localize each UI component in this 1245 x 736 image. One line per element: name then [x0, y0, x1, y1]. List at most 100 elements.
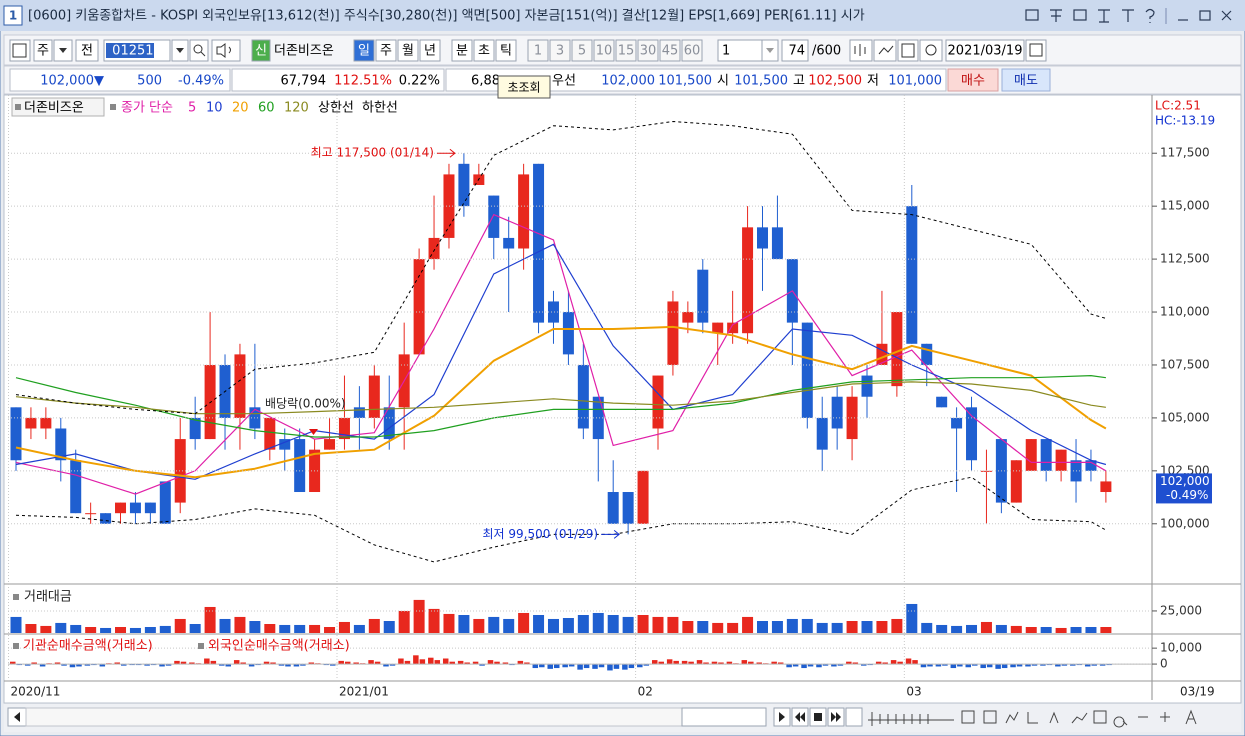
legend-entry: 60 [258, 101, 275, 116]
button-label: 년 [424, 44, 436, 59]
chart-type-button[interactable] [9, 39, 31, 62]
icon[interactable] [1005, 709, 1197, 728]
restore[interactable] [1199, 10, 1211, 21]
flow-bar [980, 664, 986, 669]
volume-bar [338, 621, 350, 633]
volume-bar [607, 615, 619, 633]
volume-bar [219, 618, 231, 633]
flow-bar [801, 664, 807, 669]
quote-value: 102,500 [808, 74, 862, 89]
button[interactable] [419, 39, 441, 62]
volume-bar [816, 622, 828, 633]
window-number: 1 [9, 9, 17, 23]
button[interactable] [659, 39, 681, 62]
icon[interactable] [961, 710, 975, 724]
flow-bar [293, 664, 300, 667]
speaker-button[interactable] [211, 39, 241, 62]
candle-body [458, 163, 470, 207]
button[interactable] [353, 39, 375, 62]
button[interactable] [251, 39, 271, 62]
y-tick-label: 10,000 [1160, 641, 1202, 655]
volume-bar [921, 622, 933, 633]
window-number-box [3, 5, 23, 26]
quote-value: 고 [793, 74, 805, 89]
flow-bar [756, 662, 762, 665]
button[interactable] [33, 39, 53, 62]
volume-bar [592, 612, 604, 633]
icon[interactable] [983, 710, 997, 724]
indicator-line [15, 120, 1107, 415]
flow-bar [673, 660, 679, 665]
legend-swatch [15, 104, 21, 110]
flow-bar [233, 660, 240, 665]
flow-bar [1084, 664, 1091, 667]
button[interactable] [397, 39, 419, 62]
y-tick-label: 100,000 [1160, 516, 1210, 530]
lc-label: LC:2.51 [1155, 99, 1201, 113]
candle-body [85, 513, 97, 515]
button[interactable] [375, 39, 397, 62]
candle-body [1010, 460, 1022, 503]
flow-bar [995, 664, 1001, 669]
bottom-icons [961, 709, 1197, 728]
flow-bar [681, 660, 688, 665]
flow-bar [419, 659, 426, 665]
button[interactable] [495, 39, 517, 62]
zoom-slider[interactable] [868, 712, 954, 726]
quote-value: 67,794 [281, 74, 327, 89]
button[interactable] [473, 39, 495, 62]
glyph [779, 712, 785, 722]
button[interactable] [549, 39, 571, 62]
flow-bar [972, 664, 978, 666]
arrow [176, 48, 184, 53]
calendar-button[interactable] [1025, 39, 1047, 62]
flow-bar [637, 664, 643, 668]
flow-bar [942, 664, 948, 666]
annotation-arrow [601, 529, 620, 539]
button[interactable] [451, 39, 473, 62]
button[interactable] [945, 39, 1025, 62]
sell-button[interactable] [1001, 68, 1051, 92]
scroll-thumb[interactable] [681, 707, 767, 727]
volume-bar [547, 618, 559, 633]
quote-value: 6,88 [471, 74, 500, 89]
save-button[interactable] [897, 39, 919, 62]
icon [925, 44, 937, 56]
scroll-track[interactable] [25, 707, 683, 727]
button[interactable] [781, 39, 809, 62]
volume-bar [413, 599, 425, 633]
button[interactable] [681, 39, 703, 62]
candle-body [966, 407, 978, 461]
search-button[interactable] [189, 39, 209, 62]
buy-button[interactable] [947, 68, 999, 92]
box [9, 68, 231, 92]
candle-body [951, 417, 963, 429]
arrow [14, 712, 20, 722]
settings-button[interactable] [919, 39, 943, 62]
button[interactable] [615, 39, 637, 62]
tool-button[interactable] [873, 39, 897, 62]
flow-bar [189, 662, 195, 665]
candle-body [876, 343, 888, 365]
quote-value: 시 [717, 74, 729, 89]
button[interactable] [637, 39, 659, 62]
icon [1073, 9, 1087, 21]
volume-bar [10, 616, 22, 633]
button[interactable] [593, 39, 615, 62]
button[interactable] [75, 39, 99, 62]
candle-body [383, 407, 395, 440]
nav-button[interactable] [845, 707, 863, 727]
button[interactable] [571, 39, 593, 62]
legend-swatch [13, 594, 19, 600]
button[interactable] [527, 39, 549, 62]
flow-bar [374, 661, 381, 665]
tool-button[interactable] [849, 39, 873, 62]
quote-value: -0.49% [178, 74, 224, 89]
volume-bar [1070, 627, 1082, 633]
button-label: 15 [618, 44, 635, 59]
close[interactable] [1221, 10, 1232, 21]
quote-value: 500 [137, 74, 162, 89]
hc-label: HC:-13.19 [1155, 114, 1215, 128]
flow-bar [568, 664, 575, 667]
